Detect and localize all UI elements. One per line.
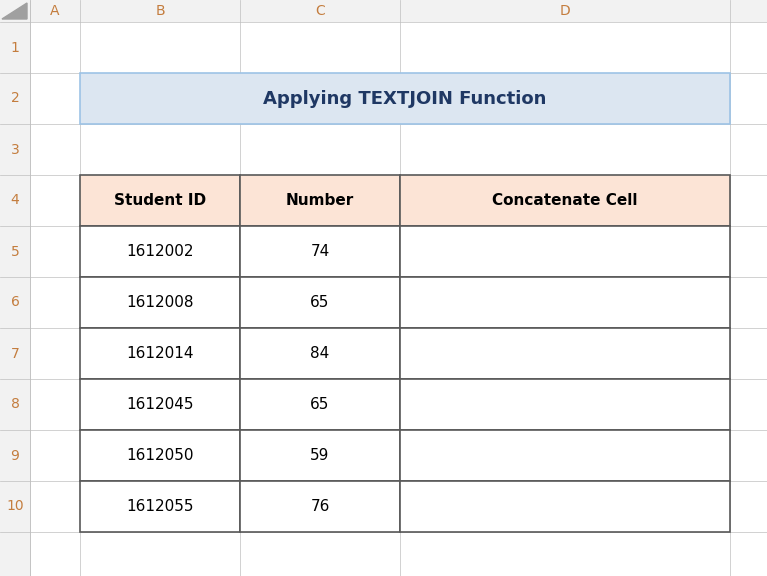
Text: 10: 10 <box>6 499 24 513</box>
Text: A: A <box>51 4 60 18</box>
Bar <box>240 430 400 481</box>
Bar <box>240 277 400 328</box>
Bar <box>80 481 240 532</box>
Bar <box>80 277 240 328</box>
Bar <box>240 328 400 379</box>
Text: Number: Number <box>286 193 354 208</box>
Text: 1612008: 1612008 <box>127 295 194 310</box>
Bar <box>240 175 400 226</box>
Text: Concatenate Cell: Concatenate Cell <box>492 193 637 208</box>
Bar <box>400 481 730 532</box>
Bar <box>0 0 30 576</box>
Bar <box>400 430 730 481</box>
Text: 65: 65 <box>311 295 330 310</box>
Text: 4: 4 <box>11 194 19 207</box>
Bar <box>240 379 400 430</box>
Bar <box>80 328 240 379</box>
Text: C: C <box>315 4 325 18</box>
Polygon shape <box>2 3 27 19</box>
Text: 1612002: 1612002 <box>127 244 194 259</box>
Bar <box>400 328 730 379</box>
Text: Applying TEXTJOIN Function: Applying TEXTJOIN Function <box>263 89 547 108</box>
Text: 1: 1 <box>11 40 19 55</box>
Text: 59: 59 <box>311 448 330 463</box>
Text: 74: 74 <box>311 244 330 259</box>
Bar <box>240 226 400 277</box>
Text: 8: 8 <box>11 397 19 411</box>
Bar <box>80 379 240 430</box>
Text: 1612045: 1612045 <box>127 397 194 412</box>
Text: 65: 65 <box>311 397 330 412</box>
Text: 5: 5 <box>11 244 19 259</box>
Text: 76: 76 <box>311 499 330 514</box>
Text: 9: 9 <box>11 449 19 463</box>
Bar <box>80 226 240 277</box>
Text: 2: 2 <box>11 92 19 105</box>
Text: 1612055: 1612055 <box>127 499 194 514</box>
Bar <box>400 379 730 430</box>
Text: D: D <box>560 4 571 18</box>
Bar <box>80 73 730 124</box>
Text: Student ID: Student ID <box>114 193 206 208</box>
Bar <box>400 175 730 226</box>
Text: 3: 3 <box>11 142 19 157</box>
Text: 84: 84 <box>311 346 330 361</box>
Text: 1612050: 1612050 <box>127 448 194 463</box>
Text: 1612014: 1612014 <box>127 346 194 361</box>
Bar <box>240 481 400 532</box>
Text: B: B <box>155 4 165 18</box>
Bar <box>0 0 767 22</box>
Bar <box>400 277 730 328</box>
Bar <box>80 175 240 226</box>
Text: 7: 7 <box>11 347 19 361</box>
Text: 6: 6 <box>11 295 19 309</box>
Bar <box>400 226 730 277</box>
Bar <box>80 430 240 481</box>
